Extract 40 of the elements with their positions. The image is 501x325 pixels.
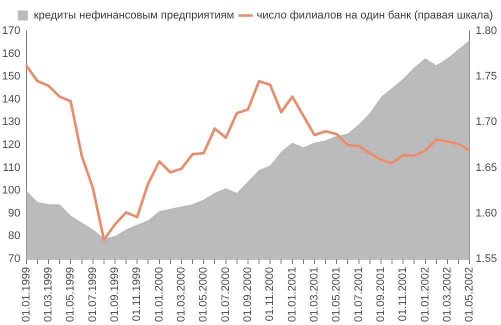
y-tick-label: 70 (8, 252, 20, 265)
x-tick-label: 01.11.2001 (397, 266, 410, 322)
x-tick-label: 01.01.2001 (286, 266, 298, 322)
y2-tick-label: 1.60 (476, 207, 498, 220)
x-tick-label: 01.05.1999 (64, 266, 77, 322)
x-tick-label: 01.05.2001 (330, 266, 343, 322)
y2-tick-label: 1.80 (476, 25, 498, 38)
x-tick-label: 01.03.1999 (42, 266, 55, 322)
x-tick-label: 01.05.2000 (198, 266, 210, 322)
x-tick-label: 01.01.2002 (419, 266, 432, 322)
y-tick-label: 120 (2, 139, 20, 152)
y2-tick-label: 1.70 (476, 116, 498, 128)
x-tick-label: 01.09.2000 (242, 266, 254, 322)
y2-tick-label: 1.65 (476, 162, 498, 174)
x-tick-label: 01.07.1999 (86, 266, 99, 322)
x-tick-label: 01.09.1999 (109, 266, 122, 322)
y-tick-label: 170 (2, 25, 20, 38)
x-tick-label: 01.11.1999 (131, 266, 144, 322)
y-tick-label: 100 (2, 184, 20, 197)
x-tick-label: 01.09.2001 (374, 266, 387, 322)
x-tick-label: 01.01.2000 (153, 266, 166, 322)
y-tick-label: 140 (2, 93, 20, 106)
y2-tick-label: 1.75 (476, 70, 498, 83)
y-tick-label: 130 (2, 116, 20, 128)
x-tick-label: 01.03.2001 (308, 266, 320, 322)
x-tick-label: 01.03.2000 (176, 266, 188, 322)
y-tick-label: 160 (2, 48, 20, 60)
x-tick-label: 01.05.2002 (464, 266, 476, 322)
x-tick-label: 01.07.2001 (352, 266, 365, 322)
x-tick-label: 01.01.1999 (20, 266, 32, 322)
legend-label: кредиты нефинансовым предприятиям (34, 10, 234, 22)
y-tick-label: 110 (2, 162, 20, 174)
x-tick-label: 01.03.2002 (441, 266, 454, 322)
y-tick-label: 150 (2, 70, 20, 83)
x-tick-label: 01.11.2000 (264, 266, 276, 322)
x-tick-label: 01.07.2000 (220, 266, 232, 322)
y-tick-label: 90 (8, 207, 20, 220)
y-tick-label: 80 (8, 230, 20, 242)
y2-tick-label: 1.55 (476, 252, 498, 265)
legend-label: число филиалов на один банк (правая шкала) (256, 10, 494, 22)
